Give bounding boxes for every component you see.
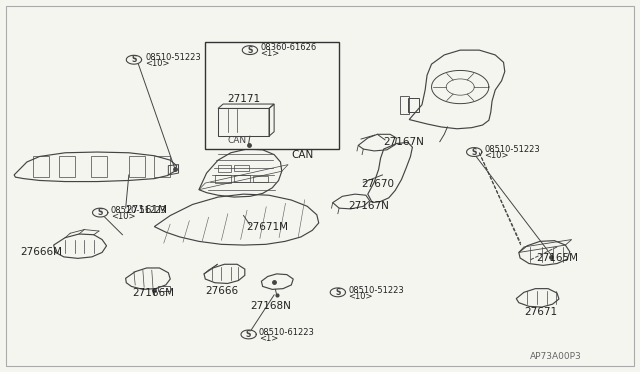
Text: <10>: <10>	[111, 212, 136, 221]
Text: 08510-61223: 08510-61223	[259, 328, 315, 337]
Text: 27666: 27666	[205, 286, 239, 296]
Text: 27171: 27171	[228, 94, 260, 104]
Text: 27165M: 27165M	[537, 253, 579, 263]
Text: <10>: <10>	[145, 59, 170, 68]
Text: 27167N: 27167N	[384, 137, 424, 147]
Text: 27671M: 27671M	[246, 222, 289, 232]
Text: S: S	[131, 55, 136, 64]
Text: CAN: CAN	[228, 137, 247, 145]
Text: 08510-51223: 08510-51223	[145, 53, 201, 62]
Text: S: S	[335, 288, 340, 297]
Text: 08360-61626: 08360-61626	[260, 44, 316, 52]
Text: 08510-51223: 08510-51223	[484, 145, 540, 154]
Text: CAN: CAN	[291, 150, 314, 160]
Text: AP73A00P3: AP73A00P3	[531, 352, 582, 361]
Text: 27666M: 27666M	[20, 247, 63, 257]
Text: <10>: <10>	[348, 292, 372, 301]
Text: <1>: <1>	[260, 49, 279, 58]
Text: S: S	[472, 148, 477, 157]
Text: 27671: 27671	[524, 307, 557, 317]
Text: <1>: <1>	[259, 334, 278, 343]
Text: S: S	[247, 46, 253, 55]
Text: 08510-51223: 08510-51223	[348, 286, 404, 295]
Text: 08510-51223: 08510-51223	[111, 206, 167, 215]
Text: 27161M: 27161M	[125, 205, 168, 215]
Text: 27670: 27670	[362, 179, 394, 189]
Text: <10>: <10>	[484, 151, 509, 160]
Text: S: S	[97, 208, 103, 217]
Text: 27166M: 27166M	[132, 288, 174, 298]
Text: 27167N: 27167N	[349, 201, 390, 211]
Text: 27168N: 27168N	[250, 301, 291, 311]
Text: S: S	[246, 330, 252, 339]
Bar	[205, 42, 339, 149]
